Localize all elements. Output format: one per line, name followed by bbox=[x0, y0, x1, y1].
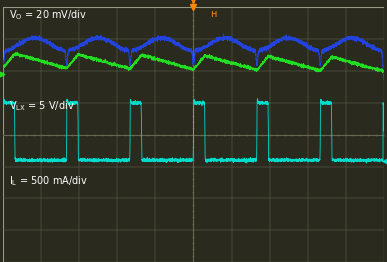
Text: $\mathregular{V_{LX}}$ = 5 V/div: $\mathregular{V_{LX}}$ = 5 V/div bbox=[9, 99, 75, 113]
Text: ʜ: ʜ bbox=[211, 9, 217, 19]
Text: $\mathregular{V_O}$ = 20 mV/div: $\mathregular{V_O}$ = 20 mV/div bbox=[9, 9, 87, 23]
Text: $\mathregular{I_L}$ = 500 mA/div: $\mathregular{I_L}$ = 500 mA/div bbox=[9, 174, 88, 188]
